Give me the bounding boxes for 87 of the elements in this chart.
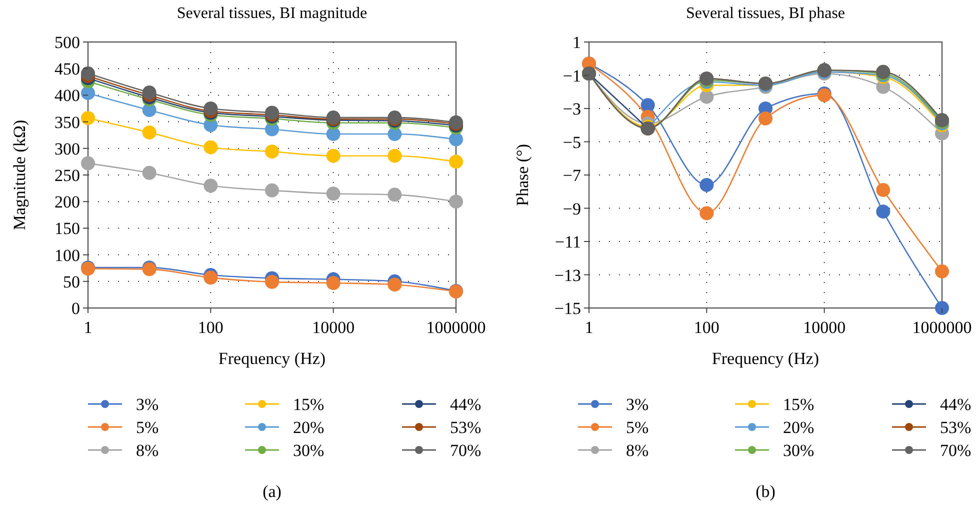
- point: [204, 140, 218, 154]
- point: [265, 274, 279, 289]
- y-tick-label: −15: [554, 299, 581, 318]
- point: [700, 178, 714, 192]
- legend-label: 44%: [940, 395, 972, 414]
- legend-label: 8%: [626, 441, 649, 460]
- legend-label: 70%: [450, 441, 482, 460]
- point: [142, 166, 156, 180]
- legend-label: 8%: [136, 441, 159, 460]
- legend-label: 30%: [293, 441, 324, 460]
- text: (b): [756, 482, 776, 501]
- legend-label: 3%: [136, 395, 159, 414]
- point: [449, 194, 463, 209]
- x-tick-label: 1000000: [426, 318, 486, 337]
- y-axis-title: Phase (°): [513, 144, 532, 206]
- legend-label: 20%: [783, 418, 814, 437]
- point: [449, 154, 463, 169]
- point: [204, 270, 218, 285]
- legend-label: 15%: [783, 395, 814, 414]
- legend-label: 3%: [626, 395, 649, 414]
- point: [326, 276, 340, 290]
- point: [388, 188, 402, 202]
- x-axis-title: Frequency (Hz): [712, 349, 820, 368]
- y-tick-label: −5: [562, 132, 581, 152]
- point: [265, 183, 279, 198]
- point: [81, 86, 95, 100]
- y-tick-label: 350: [54, 112, 80, 132]
- x-tick-label: 1: [84, 318, 92, 337]
- legend-label: 30%: [783, 441, 814, 460]
- y-tick-label: 200: [54, 192, 80, 212]
- y-tick-label: 500: [54, 33, 80, 52]
- y-tick-label: −1: [562, 66, 581, 86]
- y-tick-label: 0: [72, 299, 80, 318]
- point: [388, 278, 402, 292]
- legend-label: 44%: [450, 395, 482, 414]
- y-axis-title: Magnitude (kΩ): [10, 120, 29, 230]
- legend-label: 15%: [293, 395, 324, 414]
- point: [876, 204, 890, 219]
- point: [388, 148, 402, 163]
- x-tick-label: 10000: [312, 318, 355, 337]
- y-tick-label: 300: [54, 139, 80, 158]
- chart-title: Several tissues, BI phase: [686, 5, 846, 22]
- y-tick-label: −3: [562, 100, 581, 118]
- point: [142, 125, 156, 140]
- legend-label: 70%: [940, 441, 972, 460]
- legend-label: 20%: [293, 418, 324, 437]
- point: [326, 148, 340, 163]
- x-tick-label: 100: [694, 318, 720, 337]
- chart-title: Several tissues, BI magnitude: [176, 5, 368, 22]
- point: [81, 66, 95, 80]
- y-tick-label: −11: [555, 232, 581, 252]
- y-tick-label: 250: [54, 166, 80, 185]
- x-tick-label: 1: [584, 318, 594, 337]
- legend-label: 5%: [136, 418, 159, 437]
- y-tick-label: 150: [54, 219, 80, 238]
- point: [265, 144, 279, 159]
- legend-label: 53%: [940, 418, 972, 437]
- point: [81, 156, 95, 170]
- point: [326, 186, 340, 201]
- y-tick-label: 400: [54, 86, 80, 106]
- point: [204, 102, 218, 116]
- point: [876, 182, 890, 197]
- y-tick-label: −9: [562, 199, 581, 218]
- point: [935, 264, 949, 278]
- point: [700, 90, 714, 104]
- point: [449, 132, 463, 146]
- point: [758, 111, 772, 126]
- y-tick-label: −13: [554, 266, 581, 285]
- y-tick-label: 450: [54, 60, 80, 79]
- y-tick-label: 50: [63, 272, 80, 292]
- point: [81, 111, 95, 126]
- text: (a): [262, 482, 282, 501]
- y-tick-label: −7: [562, 166, 582, 185]
- point: [640, 98, 655, 112]
- legend-label: 53%: [450, 418, 482, 437]
- point: [935, 301, 949, 315]
- point: [142, 86, 156, 100]
- legend-label: 5%: [626, 418, 649, 437]
- y-tick-label: 1: [572, 33, 581, 52]
- x-tick-label: 100: [198, 318, 224, 337]
- point: [204, 178, 218, 193]
- x-tick-label: 1000000: [912, 318, 972, 337]
- y-tick-label: 100: [54, 246, 80, 265]
- x-tick-label: 10000: [803, 318, 846, 337]
- point: [388, 127, 402, 142]
- point: [700, 206, 714, 220]
- x-axis-title: Frequency (Hz): [218, 349, 326, 368]
